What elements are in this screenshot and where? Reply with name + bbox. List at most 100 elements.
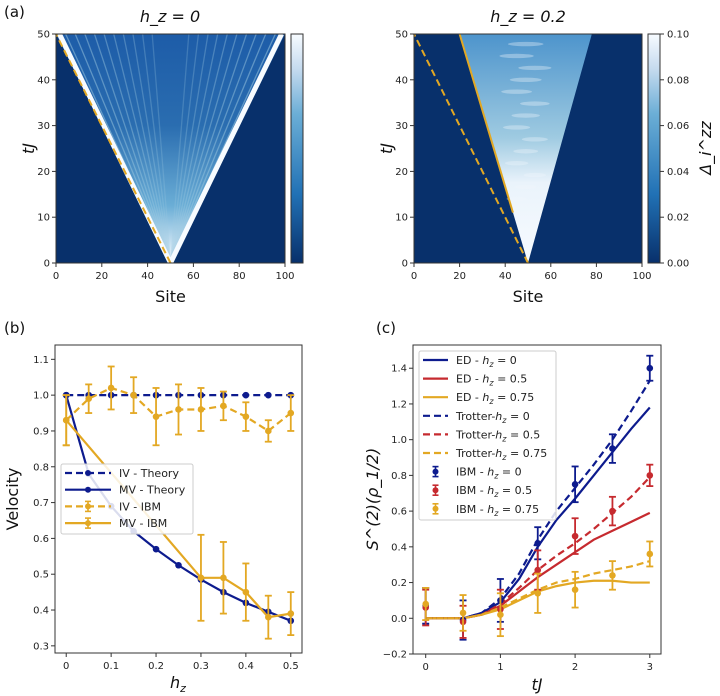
x-tick-label: 60 (187, 271, 200, 282)
speckle (504, 160, 529, 166)
x-tick-label: 0 (423, 662, 429, 673)
y-axis-label: Velocity (3, 468, 22, 531)
legend-label: IV - IBM (119, 500, 161, 513)
speckle (513, 149, 539, 154)
x-tick-label: 0 (63, 661, 69, 672)
y-tick-label: 0.8 (33, 462, 49, 473)
y-tick-label: 0.3 (33, 641, 49, 652)
data-point (265, 391, 272, 399)
light-cone (459, 34, 592, 263)
y-tick-label: 30 (37, 121, 50, 132)
data-point (242, 588, 250, 596)
data-point (265, 613, 272, 621)
x-axis-label: Site (513, 287, 544, 306)
data-point (534, 589, 542, 597)
y-tick-label: 0.0 (391, 614, 407, 625)
data-point (571, 586, 579, 593)
x-tick-label: 100 (632, 271, 651, 282)
speckle (515, 184, 537, 190)
x-tick-label: 40 (499, 271, 512, 282)
x-tick-label: 0 (411, 271, 417, 282)
data-point (571, 532, 579, 540)
interference-stripe (103, 34, 172, 263)
heatmap-hz0: 0 20 40 60 80 100 0 10 20 30 40 50 Site tJ (19, 30, 304, 306)
y-tick-label: 0.5 (33, 570, 49, 581)
legend-label: MV - IBM (119, 517, 167, 530)
y-tick-label: 0.2 (391, 578, 407, 589)
y-tick-label: 50 (37, 30, 50, 41)
iv-velocity-line (413, 33, 529, 264)
y-tick-label: 1.0 (33, 391, 49, 402)
x-tick-label: 60 (544, 271, 557, 282)
light-cone (56, 34, 285, 263)
data-point (152, 545, 160, 553)
interference-stripe (169, 34, 200, 263)
y-tick-label: 1.1 (33, 355, 49, 366)
data-point (62, 416, 70, 424)
series-line (65, 419, 291, 619)
y-tick-label: 0.6 (33, 534, 49, 545)
y-tick-label: 1.4 (391, 364, 407, 375)
speckle (520, 101, 550, 106)
legend-label: MV - Theory (119, 484, 186, 497)
y-tick-label: −0.2 (383, 650, 407, 661)
cone-edge-right (168, 34, 284, 263)
speckle (509, 77, 542, 83)
data-point (287, 610, 295, 617)
data-point (197, 406, 205, 413)
data-point (646, 472, 654, 479)
y-tick-label: 10 (37, 213, 50, 224)
legend-marker (432, 487, 439, 494)
x-tick-label: 1 (497, 662, 503, 673)
iv-velocity-line (55, 33, 172, 264)
y-tick-label: 40 (37, 75, 50, 86)
legend-label: IBM - hz = 0.75 (456, 503, 539, 518)
entropy-y-axis-label: S^(2)(ρ_1/2) (363, 448, 383, 551)
y-tick-label: 30 (395, 121, 408, 132)
data-point (497, 611, 504, 619)
heatmap-cells (56, 34, 285, 263)
speckle (499, 53, 534, 59)
legend-box (418, 350, 557, 521)
interference-stripe (141, 34, 172, 263)
legend-marker (85, 520, 91, 527)
interference-stripe (169, 34, 248, 263)
y-tick-label: 20 (395, 167, 408, 178)
y-tick-label: 0 (44, 259, 50, 270)
interference-stripe (113, 34, 172, 263)
x-tick-label: 20 (453, 271, 466, 282)
speckle (501, 89, 532, 94)
data-point (287, 409, 295, 417)
legend-label: IV - Theory (119, 467, 179, 480)
y-tick-label: 0.9 (33, 426, 49, 437)
data-point (609, 507, 616, 515)
speckle (518, 65, 552, 71)
interference-stripe (93, 34, 172, 263)
data-point (534, 566, 542, 574)
x-tick-label: 0 (53, 271, 59, 282)
panel-label-c: (c) (376, 319, 396, 337)
panel-title-hz0: h_z = 0 (140, 7, 200, 27)
x-axis-label: tJ (532, 675, 543, 694)
data-point (265, 427, 272, 435)
legend-label: Trotter-hz = 0.5 (455, 428, 540, 443)
x-tick-label: 0.4 (238, 661, 254, 672)
interference-stripe (169, 34, 190, 263)
axes-frame (413, 33, 643, 264)
entropy-chart: 0 1 2 3 −0.2 0.0 0.2 0.4 0.6 0.8 1.0 1.2 1.4 ED - hz … (383, 344, 662, 694)
data-point (175, 561, 182, 569)
legend: ED - hz = 0 ED - hz = 0.5 ED - hz = 0.75 Tr… (418, 350, 557, 521)
axes-frame (54, 344, 303, 654)
colorbar-tick-label: 0.10 (667, 30, 689, 41)
series-3 (62, 394, 295, 640)
interference-stripe (169, 34, 209, 263)
heatmap-hz02: 0 20 40 60 80 100 0 10 20 30 40 50 Site tJ 0.00 0.02 0.0… (377, 30, 689, 307)
legend-label: Trotter-hz = 0.75 (455, 447, 547, 462)
mv-velocity-line (458, 33, 514, 213)
data-point (571, 481, 579, 488)
heatmap-cells (414, 34, 642, 263)
interference-stripe (151, 34, 172, 263)
data-point (459, 609, 467, 617)
colorbar-tick-label: 0.06 (667, 121, 689, 132)
